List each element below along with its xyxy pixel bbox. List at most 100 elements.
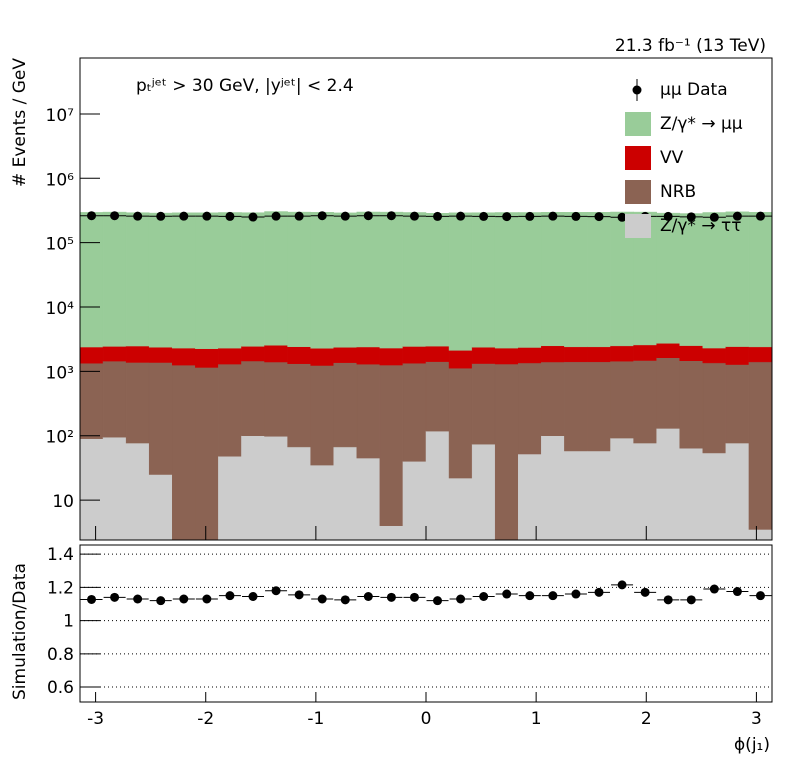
stack-segment: [471, 363, 496, 445]
ratio-point: [433, 596, 443, 606]
stack-segment: [356, 363, 381, 459]
stack-segment: [541, 435, 565, 540]
stack-segment: [287, 446, 311, 540]
ratio-point: [686, 595, 696, 605]
ratio-point: [409, 592, 419, 602]
x-tick-label: 0: [421, 709, 432, 729]
stack-segment: [587, 361, 611, 452]
y-tick-label: 1: [63, 612, 74, 632]
stack-segment: [287, 363, 311, 448]
stack-segment: [102, 211, 127, 347]
ratio-point: [225, 591, 235, 601]
x-tick-label: -2: [197, 709, 214, 729]
data-point: [709, 212, 719, 222]
stack-segment: [679, 360, 704, 449]
ratio-point: [709, 584, 719, 594]
data-point: [248, 212, 258, 222]
y-tick-label: 10⁶: [46, 170, 75, 190]
legend-swatch: [625, 146, 651, 170]
ratio-point: [755, 591, 765, 601]
data-point: [110, 211, 120, 221]
stack-segment: [702, 347, 727, 364]
stack-segment: [725, 364, 750, 444]
stack-segment: [80, 438, 104, 540]
stack-segment: [564, 212, 588, 348]
data-point: [340, 211, 350, 221]
legend-marker: [632, 85, 642, 95]
stack-segment: [287, 346, 311, 364]
stack-segment: [333, 347, 358, 363]
stack-segment: [587, 450, 611, 540]
stack-segment: [471, 443, 496, 540]
stack-segment: [633, 360, 657, 444]
stack-segment: [102, 346, 127, 362]
legend-swatch: [625, 180, 651, 204]
stack-segment: [610, 360, 634, 439]
ratio-point: [317, 594, 327, 604]
data-point: [732, 211, 742, 221]
y-tick-label: 10⁴: [46, 299, 75, 319]
ratio-point: [479, 592, 489, 602]
stack-segment: [379, 211, 404, 349]
ratio-point: [571, 589, 581, 599]
stack-segment: [471, 212, 496, 348]
y-tick-label: 10: [52, 492, 74, 512]
stack-segment: [633, 442, 657, 540]
y-tick-label: 10²: [46, 428, 74, 448]
stack-segment: [102, 360, 127, 438]
ratio-point: [732, 587, 742, 597]
data-point: [179, 211, 189, 221]
stack-segment: [725, 346, 750, 365]
stack-segment: [356, 346, 381, 365]
stack-segment: [333, 362, 358, 448]
ratio-point: [525, 591, 535, 601]
stack-segment: [310, 365, 334, 466]
ratio-point: [294, 590, 304, 600]
stack-segment: [402, 461, 427, 540]
lumi-label: 21.3 fb⁻¹ (13 TeV): [615, 36, 766, 56]
stack-segment: [218, 212, 242, 349]
stack-segment: [725, 442, 750, 540]
ratio-point: [363, 592, 373, 602]
y-tick-label: 1.4: [47, 545, 74, 565]
stack-segment: [587, 212, 611, 348]
legend-label: NRB: [660, 182, 696, 202]
stack-segment: [80, 212, 104, 348]
data-point: [525, 211, 535, 221]
legend-label: Z/γ* → ττ: [660, 216, 741, 236]
ratio-point: [548, 591, 558, 601]
stack-segment: [264, 211, 288, 346]
stack-segment: [172, 347, 196, 366]
stack-segment: [310, 348, 334, 366]
stack-segment: [587, 346, 611, 363]
stack-segment: [448, 477, 473, 540]
legend-label: Z/γ* → μμ: [660, 114, 743, 134]
stack-segment: [218, 363, 242, 457]
data-point: [617, 212, 627, 222]
ratio-point: [248, 592, 258, 602]
stack-segment: [541, 345, 565, 363]
data-point: [548, 211, 558, 221]
y-tick-label: 0.8: [47, 645, 74, 665]
data-point: [456, 211, 466, 221]
data-point: [317, 211, 327, 221]
ratio-point: [271, 586, 281, 596]
data-point: [686, 212, 696, 222]
ratio-point: [386, 592, 396, 602]
stack-segment: [333, 212, 358, 348]
stack-segment: [310, 464, 334, 540]
stack-segment: [402, 362, 427, 462]
data-point: [409, 211, 419, 221]
ratio-point: [179, 594, 189, 604]
stack-segment: [195, 367, 219, 540]
stack-segment: [448, 212, 473, 351]
stack-segment: [264, 436, 288, 540]
ratio-point: [617, 580, 627, 590]
stack-segment: [148, 212, 173, 348]
stack-segment: [702, 362, 727, 454]
stack-segment: [148, 346, 173, 363]
legend-label: VV: [660, 148, 684, 168]
stack-segment: [679, 447, 704, 540]
data-point: [386, 211, 396, 221]
stack-segment: [610, 345, 634, 362]
